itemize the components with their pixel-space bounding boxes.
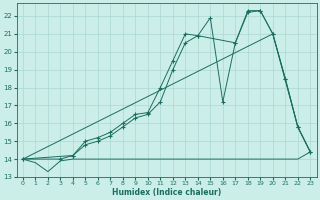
X-axis label: Humidex (Indice chaleur): Humidex (Indice chaleur) bbox=[112, 188, 221, 197]
